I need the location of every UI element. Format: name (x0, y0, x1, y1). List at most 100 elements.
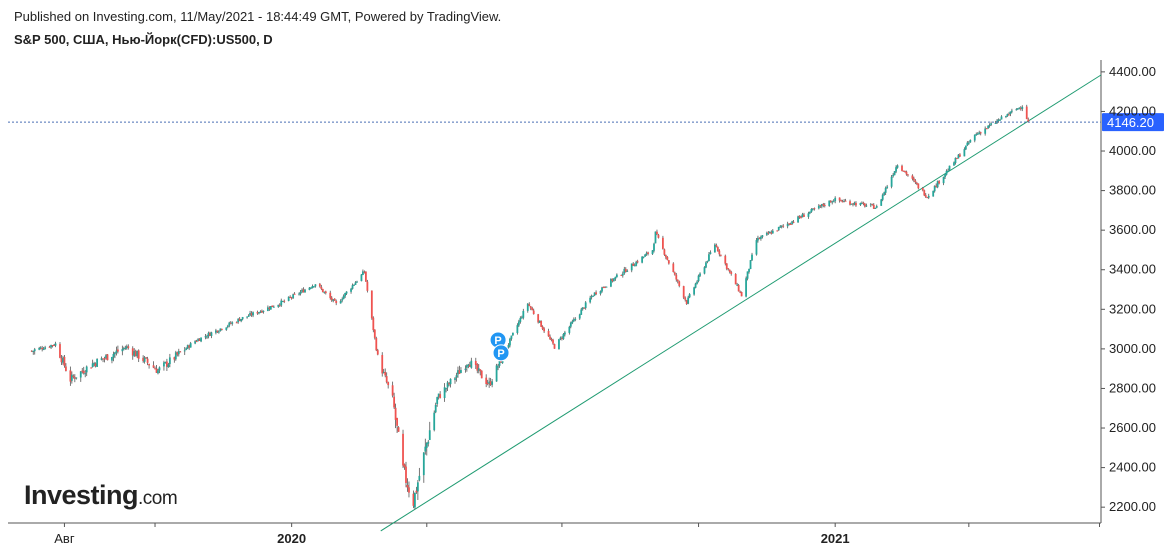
trendline[interactable] (380, 74, 1102, 532)
candle (53, 345, 55, 347)
candle (651, 250, 654, 255)
y-tick-label: 3600.00 (1109, 222, 1156, 237)
candle (730, 271, 733, 274)
candle (886, 186, 889, 188)
candle (813, 208, 816, 210)
candle (1021, 107, 1024, 110)
candle (62, 357, 64, 363)
candle (789, 224, 792, 226)
candle (70, 374, 73, 381)
candle (330, 297, 333, 301)
candle (136, 350, 139, 357)
candle (448, 383, 450, 385)
candle (746, 271, 749, 279)
candle (755, 240, 758, 255)
candle (485, 377, 488, 385)
candle (414, 492, 416, 508)
candle (491, 381, 494, 385)
candle (871, 204, 874, 206)
candle (82, 370, 85, 374)
current-price-layer: 4146.20 (8, 113, 1164, 132)
candle (684, 297, 687, 300)
candle (422, 452, 425, 476)
candle (185, 348, 188, 350)
candle (44, 347, 47, 350)
candle (436, 397, 439, 405)
candle (568, 326, 571, 333)
candle (252, 312, 254, 316)
candle (353, 284, 355, 286)
candle (198, 339, 201, 342)
candle (329, 292, 332, 299)
pivot-marker[interactable]: P (492, 344, 510, 362)
candle (875, 206, 878, 208)
candle (978, 132, 981, 135)
candle (581, 307, 584, 310)
x-tick-label: 2021 (821, 531, 850, 546)
candle (605, 286, 608, 288)
candle (480, 370, 483, 379)
candle (673, 272, 676, 275)
candle (321, 288, 324, 293)
candle (779, 226, 782, 228)
candle (443, 387, 446, 398)
candle (194, 341, 197, 344)
candle (427, 441, 430, 444)
candle (103, 358, 106, 360)
candle (719, 254, 722, 256)
candle (339, 300, 342, 304)
candle (81, 370, 84, 372)
candle (817, 205, 820, 209)
candle (531, 308, 534, 311)
pivot-marker[interactable]: P (489, 331, 507, 349)
candle (664, 255, 667, 258)
candle (959, 154, 961, 157)
candle (563, 332, 566, 335)
candle (849, 201, 851, 205)
candle (923, 190, 926, 196)
candle (48, 346, 51, 348)
y-tick-label: 3800.00 (1109, 183, 1156, 198)
candle (672, 263, 675, 272)
candle (259, 311, 262, 313)
candle (228, 322, 231, 326)
candle (268, 307, 271, 309)
candle (777, 226, 780, 231)
candle (912, 178, 915, 181)
candle (397, 427, 400, 432)
candle (703, 267, 706, 274)
candle (948, 165, 951, 171)
y-tick-label: 4000.00 (1109, 143, 1156, 158)
candle (553, 344, 556, 349)
candle (272, 306, 275, 308)
candle (320, 286, 323, 289)
y-tick-label: 2400.00 (1109, 460, 1156, 475)
candle (797, 216, 799, 223)
candle (415, 490, 418, 493)
candle (304, 289, 306, 293)
candle (522, 310, 525, 318)
candle (633, 265, 636, 267)
candle (387, 382, 390, 386)
candle (822, 203, 825, 206)
candle (112, 354, 115, 358)
y-axis[interactable]: 2200.00 2400.00 2600.00 2800.00 3000.00 3200.… (1101, 64, 1156, 514)
candle (964, 145, 967, 150)
candle (65, 366, 67, 371)
candle (114, 352, 116, 355)
candle (782, 225, 785, 227)
candle (54, 343, 57, 346)
candle (293, 293, 296, 295)
candle (936, 181, 939, 188)
x-axis[interactable]: Авг 2020 2021 (54, 523, 1101, 546)
candle (976, 133, 979, 135)
candle (73, 377, 76, 379)
candle (131, 348, 134, 356)
candle (904, 170, 906, 173)
candle (595, 292, 597, 295)
candle (994, 122, 997, 124)
candle (803, 214, 805, 217)
candle (947, 170, 949, 172)
candle (623, 268, 626, 274)
